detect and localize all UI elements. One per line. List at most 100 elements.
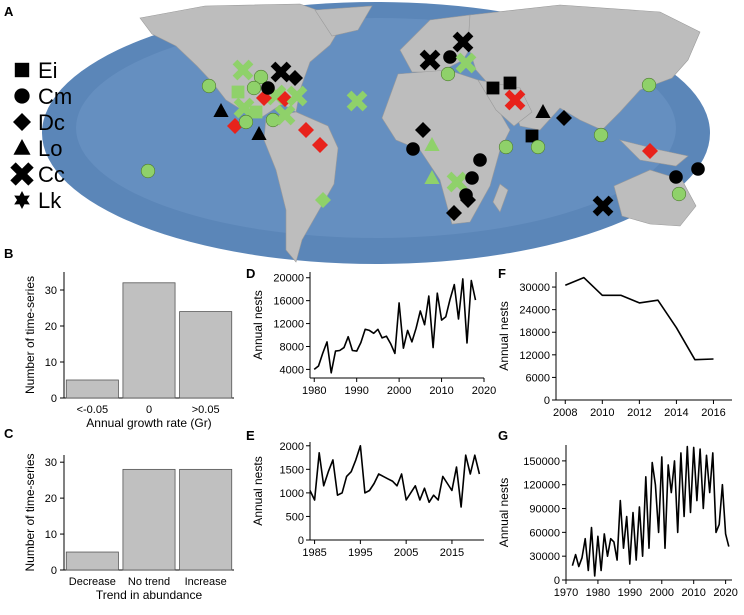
x-tick-label: 2016 <box>701 407 725 419</box>
y-tick-label: 12000 <box>519 350 550 362</box>
y-tick-label: 120000 <box>523 480 560 492</box>
nesting-site-marker <box>642 143 658 159</box>
x-axis-label: Trend in abundance <box>96 588 203 602</box>
nesting-site-marker <box>270 61 292 83</box>
bar <box>179 311 233 399</box>
x-tick-label: 2000 <box>650 587 674 599</box>
nesting-site-marker <box>424 137 440 151</box>
nesting-site-marker <box>346 90 368 112</box>
x-tick-label: 1985 <box>302 547 326 559</box>
x-tick-label: 1970 <box>554 587 578 599</box>
x-tick-label: 2005 <box>394 547 418 559</box>
y-tick-label: 150000 <box>523 456 560 468</box>
x-tick-label: <-0.05 <box>77 404 109 416</box>
x-axis-label: Annual growth rate (Gr) <box>86 416 211 430</box>
nesting-site-marker <box>504 89 526 111</box>
y-tick-label: 6000 <box>526 372 550 384</box>
nesting-site-marker <box>140 163 156 179</box>
x-tick-label: 1995 <box>348 547 372 559</box>
nesting-site-marker <box>286 85 308 107</box>
nesting-site-marker <box>455 52 477 74</box>
legend-label-diamond: Dc <box>38 110 65 135</box>
y-axis-label: Number of time-series <box>23 276 37 394</box>
bar <box>122 282 176 399</box>
y-axis-label: Number of time-series <box>23 453 37 571</box>
nesting-site-marker <box>535 104 551 118</box>
nesting-site-marker <box>419 49 441 71</box>
y-tick-label: 30 <box>45 285 57 297</box>
panel-letter-e: E <box>246 428 255 443</box>
y-tick-label: 10 <box>45 529 57 541</box>
nesting-site-marker <box>440 66 456 82</box>
land-madagascar <box>492 183 509 213</box>
nesting-site-marker <box>452 31 474 53</box>
nesting-site-marker <box>253 69 269 85</box>
nesting-site-marker <box>446 205 462 221</box>
y-tick-label: 2000 <box>280 441 304 453</box>
y-tick-label: 20 <box>45 321 57 333</box>
y-tick-label: 30 <box>45 457 57 469</box>
chart-nests-g: 0 30000 60000 90000 120000 150000 1970 1980 1990… <box>497 445 738 599</box>
nesting-site-marker <box>315 192 331 208</box>
x-tick-label: 2010 <box>681 587 705 599</box>
nesting-site-marker <box>443 50 457 64</box>
series-line <box>564 276 714 361</box>
legend-label-triangle: Lo <box>38 136 62 161</box>
x-tick-label: Decrease <box>69 576 116 588</box>
legend-marker-diamond <box>13 113 31 131</box>
y-tick-label: 8000 <box>280 341 304 353</box>
series-line <box>571 445 730 577</box>
x-tick-label: 2015 <box>440 547 464 559</box>
y-tick-label: 0 <box>298 535 304 547</box>
nesting-site-marker <box>473 153 487 167</box>
x-tick-label: Increase <box>185 576 227 588</box>
y-tick-label: 0 <box>554 575 560 587</box>
chart-nests-e: 0 500 1000 1500 2000 1985 1995 2005 2015 Annual n… <box>251 441 484 559</box>
y-axis-label: Annual nests <box>497 478 511 547</box>
nesting-site-marker <box>691 162 705 176</box>
legend-label-circle: Cm <box>38 84 72 109</box>
nesting-site-marker <box>213 103 229 117</box>
nesting-site-marker <box>503 76 517 90</box>
x-tick-label: 2014 <box>664 407 688 419</box>
land-australia <box>613 169 697 227</box>
nesting-site-marker <box>641 77 657 93</box>
y-tick-label: 500 <box>286 511 304 523</box>
y-tick-label: 1500 <box>280 464 304 476</box>
nesting-site-marker <box>406 142 420 156</box>
x-tick-label: No trend <box>128 576 170 588</box>
chart-nests-d: 4000 8000 12000 16000 20000 1980 1990 2000 2010 2… <box>251 272 496 397</box>
y-tick-label: 0 <box>544 395 550 407</box>
nesting-site-marker <box>530 139 546 155</box>
nesting-site-marker <box>287 70 303 86</box>
nesting-site-marker <box>233 97 255 119</box>
y-tick-label: 30000 <box>519 282 550 294</box>
y-tick-label: 20 <box>45 493 57 505</box>
map-markers <box>140 31 705 221</box>
nesting-site-marker <box>446 171 468 193</box>
legend-marker-cross <box>10 162 34 186</box>
panel-letter-c: C <box>4 426 14 441</box>
x-tick-label: 2020 <box>472 385 496 397</box>
nesting-site-marker <box>232 59 254 81</box>
series-line <box>313 278 477 374</box>
nesting-site-marker <box>312 137 328 153</box>
x-tick-label: 2008 <box>553 407 577 419</box>
x-tick-label: >0.05 <box>192 404 220 416</box>
series-line <box>309 445 481 508</box>
legend-marker-square <box>14 62 30 78</box>
nesting-site-marker <box>274 104 296 126</box>
nesting-site-marker <box>592 195 614 217</box>
nesting-site-marker <box>671 186 687 202</box>
nesting-site-marker <box>415 122 431 138</box>
nesting-site-marker <box>525 129 539 143</box>
nesting-site-marker <box>249 105 263 119</box>
x-tick-label: 2010 <box>590 407 614 419</box>
y-tick-label: 4000 <box>280 364 304 376</box>
panel-letter-g: G <box>498 428 508 443</box>
nesting-site-marker <box>498 139 514 155</box>
chart-nests-f: 0 6000 12000 18000 24000 30000 2008 2010 2012 201… <box>497 272 732 419</box>
panel-letter-d: D <box>246 266 255 281</box>
